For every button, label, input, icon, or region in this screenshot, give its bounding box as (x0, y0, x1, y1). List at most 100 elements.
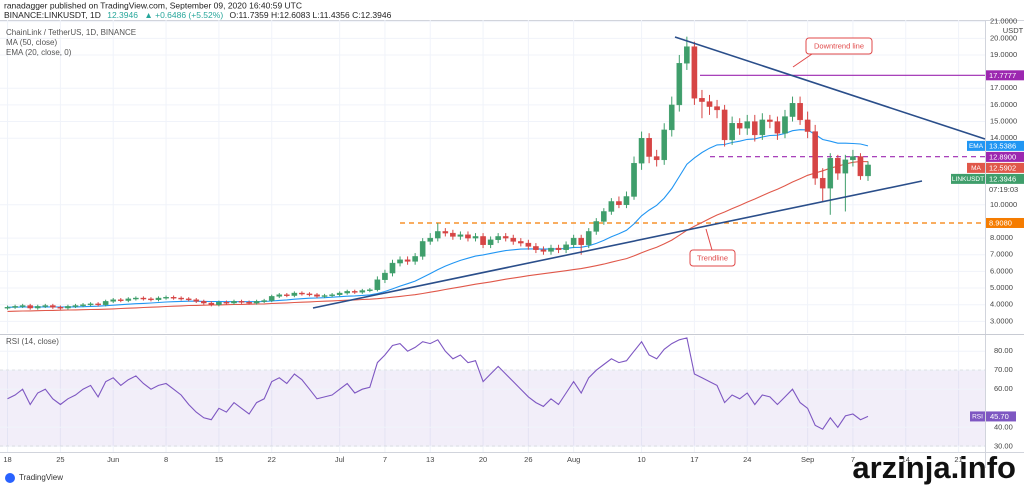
y-tick-label: 30.00 (994, 441, 1013, 450)
callout-text: Trendline (697, 253, 728, 262)
candle-body (442, 231, 449, 234)
candle-body (457, 234, 464, 237)
price-tag (986, 162, 1024, 173)
price-tag (986, 151, 1024, 162)
candle-body (299, 292, 305, 295)
y-tick-label: 8.0000 (990, 233, 1013, 242)
candle-body (774, 121, 781, 134)
y-tick-label: 10.0000 (990, 200, 1017, 209)
axis-unit: USDT (1003, 26, 1024, 35)
x-tick-label: 15 (215, 455, 223, 464)
candle-body (321, 295, 328, 297)
candle-body (736, 123, 743, 129)
rsi-band (0, 370, 985, 447)
candle-body (367, 289, 373, 291)
candle-body (351, 291, 358, 293)
candle-body (170, 297, 177, 299)
series-tag-label: LINKUSDT (952, 176, 984, 183)
series-tag (951, 173, 985, 184)
price-tag (986, 140, 1024, 151)
candle-body (759, 119, 766, 136)
series-tag-label: MA (971, 165, 981, 172)
candle-body (465, 234, 471, 239)
candle-body (865, 164, 871, 177)
candle-body (231, 301, 237, 304)
price-tag-label: 12.3946 (989, 174, 1016, 183)
candle-body (767, 119, 773, 122)
x-tick-label: 22 (268, 455, 276, 464)
candle-body (668, 104, 675, 131)
candle-body (518, 241, 524, 244)
candle-body (223, 301, 230, 304)
y-tick-label: 16.0000 (990, 100, 1017, 109)
candle-body (819, 177, 826, 189)
legend-entry: RSI (14, close) (6, 337, 59, 346)
candle-body (125, 298, 132, 301)
logo-icon (5, 473, 15, 483)
candle-body (563, 244, 569, 250)
candle-body (34, 306, 41, 309)
candle-body (729, 123, 735, 141)
candle-body (57, 306, 64, 309)
y-tick-label: 70.00 (994, 365, 1013, 374)
y-tick-label: 14.0000 (990, 133, 1017, 142)
candle-body (706, 101, 713, 107)
candle-body (276, 294, 283, 297)
candle-body (178, 297, 184, 300)
candle-body (601, 211, 607, 222)
candle-body (593, 221, 600, 232)
candle-body (578, 237, 584, 245)
candle-body (208, 302, 215, 305)
callout-text: Downtrend line (814, 41, 864, 50)
candle-body (842, 159, 849, 174)
candle-body (585, 231, 592, 245)
x-tick-label: Sep (801, 455, 814, 464)
candle-body (329, 294, 335, 296)
legend-entry: EMA (20, close, 0) (6, 48, 72, 57)
candle-body (661, 129, 668, 161)
y-tick-label: 15.0000 (990, 117, 1017, 126)
candle-body (4, 306, 11, 309)
y-tick-label: 20.0000 (990, 33, 1017, 42)
candle-body (72, 305, 79, 307)
candle-body (12, 306, 18, 308)
candle-body (80, 304, 86, 306)
x-tick-label: 7 (383, 455, 387, 464)
candle-body (238, 301, 245, 303)
candle-body (684, 46, 690, 64)
logo-text: TradingView (19, 473, 63, 482)
candle-body (472, 236, 479, 239)
candle-body (419, 241, 426, 257)
candle-body (555, 247, 562, 250)
x-tick-label: Aug (567, 455, 580, 464)
callout-box (689, 249, 736, 267)
callout-box (805, 37, 873, 55)
candle-body (450, 232, 456, 237)
symbol-line: BINANCE:LINKUSDT, 1D 12.3946 ▲ +0.6486 (… (4, 10, 392, 20)
candle-body (812, 131, 818, 179)
candle-body (487, 239, 494, 245)
candle-body (744, 121, 751, 129)
candle-body (306, 293, 313, 296)
candle-body (676, 63, 683, 106)
y-tick-label: 60.00 (994, 384, 1013, 393)
candle-body (797, 103, 803, 121)
y-tick-label: 3.0000 (990, 316, 1013, 325)
candle-body (646, 138, 652, 157)
y-tick-label: 5.0000 (990, 283, 1013, 292)
candle-body (42, 305, 49, 307)
candle-body (850, 156, 856, 161)
candle-body (261, 300, 267, 302)
x-tick-label: 26 (524, 455, 532, 464)
candle-body (65, 306, 71, 309)
x-tick-label: 21 (954, 455, 962, 464)
price-tag-label: 45.70 (990, 412, 1009, 421)
candle-body (291, 292, 298, 296)
candle-body (344, 291, 351, 294)
y-tick-label: 80.00 (994, 346, 1013, 355)
x-tick-label: 10 (637, 455, 645, 464)
candle-body (397, 259, 403, 264)
price-tag-label: 8.9080 (989, 218, 1012, 227)
symbol: BINANCE:LINKUSDT, 1D (4, 10, 101, 20)
legend-entry: MA (50, close) (6, 38, 57, 47)
